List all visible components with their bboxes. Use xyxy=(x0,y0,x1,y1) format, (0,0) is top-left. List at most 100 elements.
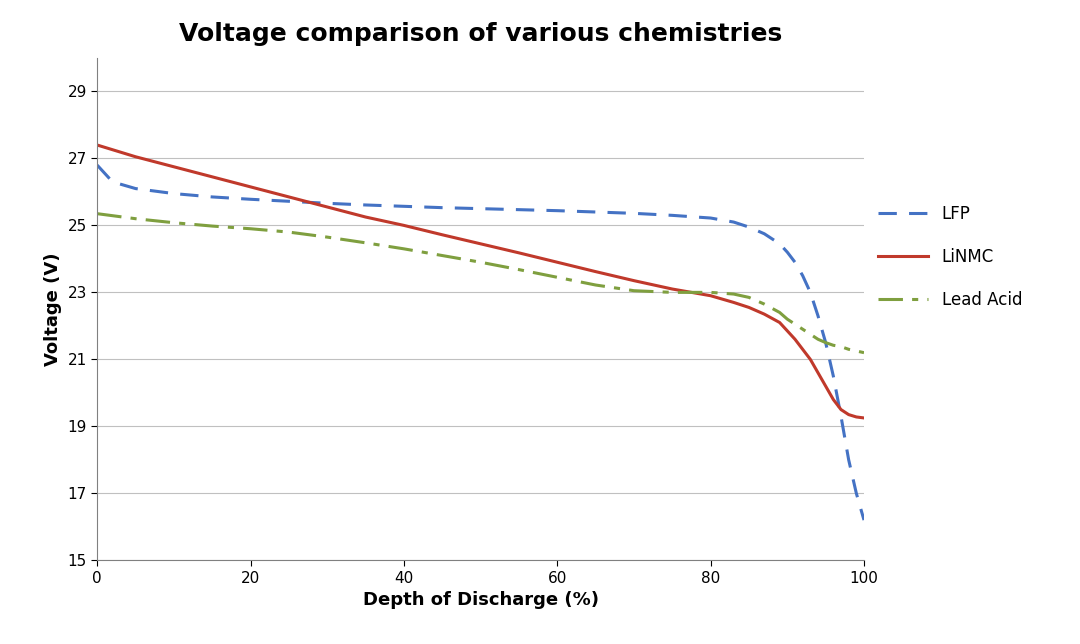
LFP xyxy=(850,489,863,497)
LFP xyxy=(758,230,771,238)
Lead Acid xyxy=(811,336,824,343)
Lead Acid xyxy=(512,266,525,274)
LFP xyxy=(858,516,870,524)
LiNMC xyxy=(474,240,487,248)
LFP xyxy=(842,456,855,464)
LiNMC xyxy=(167,163,180,171)
LFP xyxy=(827,372,840,380)
Lead Acid xyxy=(819,339,832,346)
LFP xyxy=(781,249,794,256)
LFP xyxy=(727,218,740,226)
LiNMC xyxy=(842,411,855,419)
LFP xyxy=(91,161,104,169)
Line: LiNMC: LiNMC xyxy=(97,145,864,418)
Lead Acid xyxy=(627,287,640,294)
LFP xyxy=(665,211,678,219)
LFP xyxy=(788,258,801,266)
Y-axis label: Voltage (V): Voltage (V) xyxy=(44,252,62,366)
Line: LFP: LFP xyxy=(97,165,864,520)
Lead Acid xyxy=(205,222,218,230)
LFP xyxy=(474,205,487,213)
LiNMC xyxy=(704,292,717,299)
LiNMC xyxy=(91,141,104,149)
LiNMC xyxy=(858,414,870,422)
LFP xyxy=(811,312,824,319)
LiNMC xyxy=(244,183,257,191)
Lead Acid xyxy=(704,289,717,296)
LiNMC xyxy=(397,222,410,229)
Lead Acid xyxy=(835,343,848,350)
Lead Acid xyxy=(91,210,104,218)
Lead Acid xyxy=(858,349,870,357)
Lead Acid xyxy=(130,215,143,223)
Lead Acid xyxy=(321,233,334,241)
LiNMC xyxy=(827,395,840,403)
LFP xyxy=(704,214,717,222)
Lead Acid xyxy=(796,325,809,333)
Lead Acid xyxy=(590,281,603,289)
Lead Acid xyxy=(773,308,786,316)
LiNMC xyxy=(835,406,848,413)
LFP xyxy=(590,208,603,216)
LiNMC xyxy=(205,173,218,181)
Line: Lead Acid: Lead Acid xyxy=(97,214,864,353)
LFP xyxy=(773,240,786,248)
LFP xyxy=(435,204,449,211)
LiNMC xyxy=(781,327,794,335)
LiNMC xyxy=(850,413,863,421)
LFP xyxy=(835,412,848,420)
LFP xyxy=(627,209,640,217)
Lead Acid xyxy=(788,320,801,328)
LFP xyxy=(321,200,334,207)
LiNMC xyxy=(804,355,816,363)
Lead Acid xyxy=(474,258,487,266)
Lead Acid xyxy=(435,252,449,260)
Lead Acid xyxy=(727,290,740,298)
LiNMC xyxy=(130,153,143,160)
LiNMC xyxy=(435,231,449,239)
LiNMC xyxy=(359,213,372,221)
Lead Acid xyxy=(850,347,863,355)
Lead Acid xyxy=(804,330,816,338)
Lead Acid xyxy=(167,219,180,227)
LiNMC xyxy=(796,345,809,353)
LFP xyxy=(130,185,143,193)
LFP xyxy=(397,202,410,210)
LiNMC xyxy=(283,193,296,201)
LFP xyxy=(167,190,180,198)
Legend: LFP, LiNMC, Lead Acid: LFP, LiNMC, Lead Acid xyxy=(872,198,1029,316)
LiNMC xyxy=(758,310,771,318)
Lead Acid xyxy=(758,300,771,308)
LFP xyxy=(283,198,296,205)
Lead Acid xyxy=(397,245,410,252)
LiNMC xyxy=(665,285,678,293)
LiNMC xyxy=(321,203,334,211)
LFP xyxy=(819,339,832,346)
LiNMC xyxy=(773,319,786,327)
Lead Acid xyxy=(665,289,678,296)
LFP xyxy=(512,206,525,214)
LiNMC xyxy=(590,268,603,276)
Title: Voltage comparison of various chemistries: Voltage comparison of various chemistrie… xyxy=(179,23,782,46)
Lead Acid xyxy=(283,228,296,236)
Lead Acid xyxy=(781,316,794,323)
Lead Acid xyxy=(743,294,756,301)
LiNMC xyxy=(551,258,564,266)
LiNMC xyxy=(819,383,832,390)
LFP xyxy=(804,289,816,296)
Lead Acid xyxy=(551,274,564,281)
LFP xyxy=(796,272,809,279)
Lead Acid xyxy=(359,239,372,247)
LFP xyxy=(106,178,119,185)
Lead Acid xyxy=(244,225,257,232)
LiNMC xyxy=(512,249,525,257)
LFP xyxy=(551,207,564,214)
X-axis label: Depth of Discharge (%): Depth of Discharge (%) xyxy=(363,591,598,609)
LFP xyxy=(205,193,218,201)
LiNMC xyxy=(811,369,824,377)
LiNMC xyxy=(627,277,640,285)
LiNMC xyxy=(727,299,740,307)
LFP xyxy=(244,195,257,203)
LiNMC xyxy=(743,303,756,311)
LFP xyxy=(743,223,756,231)
